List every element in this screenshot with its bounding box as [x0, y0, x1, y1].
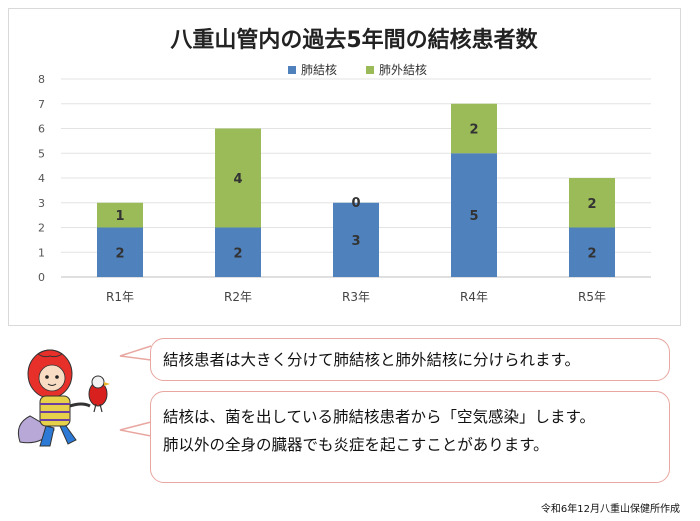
- data-label: 2: [587, 246, 596, 261]
- legend: 肺結核 肺外結核: [288, 63, 427, 77]
- bar-segment: [451, 153, 497, 277]
- message-bubble-2: 結核は、菌を出している肺結核患者から「空気感染」します。 肺以外の全身の臓器でも…: [150, 391, 670, 483]
- gridlines: [61, 78, 651, 278]
- x-axis: R1年 R2年 R3年 R4年 R5年: [106, 290, 606, 304]
- bubble-tail-1: [119, 345, 152, 361]
- footer-credit: 令和6年12月八重山保健所作成: [540, 504, 680, 515]
- bar-segment: [215, 128, 261, 228]
- data-label: 2: [469, 123, 478, 138]
- bars: 2 1 2 4 3 0 5 2 2 2: [97, 103, 615, 277]
- bar-segment: [333, 202, 379, 277]
- data-label: 3: [351, 234, 360, 249]
- bar-segment: [97, 227, 143, 277]
- data-label: 2: [233, 246, 242, 261]
- legend-label: 肺外結核: [379, 63, 427, 77]
- legend-swatch: [288, 66, 296, 74]
- x-tick-label: R1年: [106, 290, 134, 304]
- y-tick-label: 1: [38, 246, 45, 259]
- y-axis: 0 1 2 3 4 5 6 7 8: [38, 73, 45, 284]
- message-bubble-1: 結核患者は大きく分けて肺結核と肺外結核に分けられます。: [150, 338, 670, 381]
- x-tick-label: R3年: [342, 290, 370, 304]
- y-tick-label: 2: [38, 222, 45, 235]
- y-tick-label: 4: [38, 172, 45, 185]
- data-label: 1: [115, 209, 124, 224]
- stacked-bar-chart: 八重山管内の過去5年間の結核患者数 肺結核 肺外結核 0 1 2 3 4 5 6 7 8 2 1 2 4…: [38, 27, 651, 304]
- bar-segment: [215, 227, 261, 277]
- bubble-tail-2: [119, 421, 152, 437]
- bar-segment: [569, 178, 615, 228]
- bar-segment: [97, 202, 143, 228]
- data-label: 2: [587, 197, 596, 212]
- data-label: 0: [351, 196, 360, 211]
- x-tick-label: R2年: [224, 290, 252, 304]
- message-line-1: 結核患者は大きく分けて肺結核と肺外結核に分けられます。: [163, 351, 580, 369]
- y-tick-label: 6: [38, 123, 45, 136]
- data-label: 5: [469, 209, 478, 224]
- legend-label: 肺結核: [301, 63, 337, 77]
- y-tick-label: 3: [38, 197, 45, 210]
- data-label: 4: [233, 172, 242, 187]
- bar-segment: [569, 227, 615, 277]
- legend-swatch: [366, 66, 374, 74]
- message-line-3: 肺以外の全身の臓器でも炎症を起こすことがあります。: [163, 436, 549, 454]
- chart-frame: 八重山管内の過去5年間の結核患者数 肺結核 肺外結核 0 1 2 3 4 5 6 7 8 2 1 2 4…: [8, 8, 681, 326]
- y-tick-label: 5: [38, 147, 45, 160]
- data-label: 2: [115, 246, 124, 261]
- message-line-2: 結核は、菌を出している肺結核患者から「空気感染」します。: [163, 408, 595, 426]
- bar-segment: [451, 103, 497, 154]
- chart-title: 八重山管内の過去5年間の結核患者数: [170, 27, 538, 53]
- y-tick-label: 7: [38, 98, 45, 111]
- mascot-illustration: [17, 349, 110, 447]
- y-tick-label: 8: [38, 73, 45, 86]
- x-tick-label: R4年: [460, 290, 488, 304]
- y-tick-label: 0: [38, 271, 45, 284]
- x-tick-label: R5年: [578, 290, 606, 304]
